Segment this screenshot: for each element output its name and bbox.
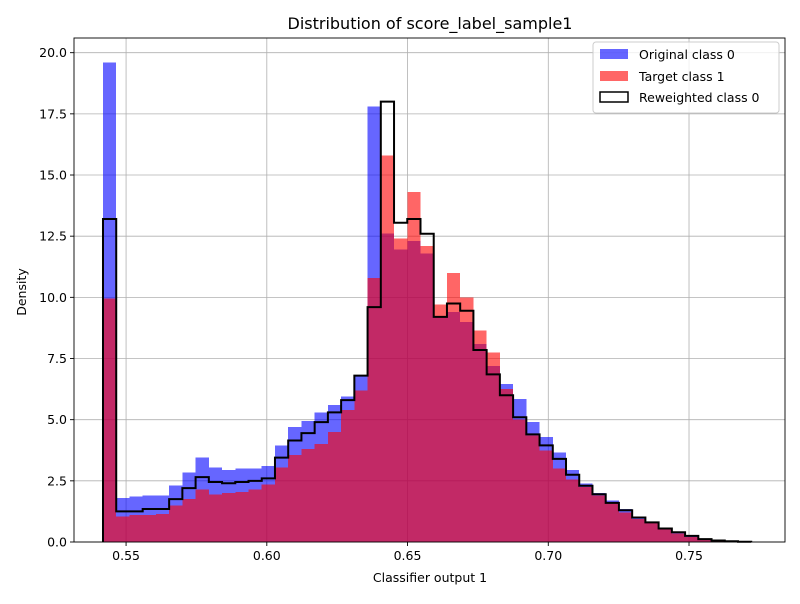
legend-swatch-original-class-0 — [600, 49, 628, 59]
y-tick-label: 15.0 — [39, 168, 67, 183]
bar-target-class-1 — [301, 449, 314, 542]
bar-target-class-1 — [579, 487, 592, 542]
bar-target-class-1 — [447, 273, 460, 542]
legend-label-original-class-0: Original class 0 — [639, 47, 735, 62]
bar-target-class-1 — [420, 246, 433, 542]
bar-target-class-1 — [672, 533, 685, 542]
x-tick-label: 0.60 — [253, 548, 281, 563]
bar-target-class-1 — [262, 485, 275, 542]
bar-target-class-1 — [645, 522, 658, 542]
bar-target-class-1 — [500, 389, 513, 542]
bar-target-class-1 — [341, 410, 354, 542]
legend-swatch-target-class-1 — [600, 71, 628, 81]
y-tick-label: 17.5 — [39, 106, 67, 121]
x-tick-label: 0.70 — [534, 548, 562, 563]
bar-target-class-1 — [103, 299, 116, 542]
bar-target-class-1 — [235, 492, 248, 542]
legend-label-target-class-1: Target class 1 — [638, 69, 725, 84]
bar-target-class-1 — [275, 467, 288, 542]
bar-target-class-1 — [328, 432, 341, 542]
y-tick-label: 0.0 — [47, 535, 67, 550]
bar-target-class-1 — [116, 516, 129, 542]
bar-target-class-1 — [182, 499, 195, 542]
bar-target-class-1 — [381, 155, 394, 542]
bar-target-class-1 — [566, 480, 579, 542]
chart-title: Distribution of score_label_sample1 — [288, 14, 573, 34]
bar-target-class-1 — [222, 493, 235, 542]
bar-target-class-1 — [632, 519, 645, 542]
y-tick-label: 5.0 — [47, 412, 67, 427]
y-axis-label: Density — [14, 268, 29, 316]
x-axis-label: Classifier output 1 — [373, 570, 487, 585]
bar-target-class-1 — [513, 420, 526, 542]
bar-target-class-1 — [659, 529, 672, 542]
bar-target-class-1 — [434, 305, 447, 542]
y-tick-label: 10.0 — [39, 290, 67, 305]
legend-label-reweighted-class-0: Reweighted class 0 — [639, 90, 760, 105]
bar-target-class-1 — [288, 455, 301, 542]
x-tick-label: 0.75 — [675, 548, 703, 563]
bar-target-class-1 — [487, 352, 500, 542]
y-tick-label: 12.5 — [39, 229, 67, 244]
bar-target-class-1 — [169, 505, 182, 542]
bar-target-class-1 — [592, 496, 605, 542]
bar-target-class-1 — [619, 513, 632, 542]
bar-target-class-1 — [685, 537, 698, 542]
bar-target-class-1 — [315, 444, 328, 542]
x-tick-label: 0.65 — [394, 548, 422, 563]
bar-target-class-1 — [354, 390, 367, 542]
bar-target-class-1 — [407, 192, 420, 542]
bar-target-class-1 — [156, 514, 169, 542]
bar-target-class-1 — [368, 278, 381, 542]
y-tick-label: 7.5 — [47, 351, 67, 366]
y-tick-label: 2.5 — [47, 473, 67, 488]
bar-target-class-1 — [143, 515, 156, 542]
bar-target-class-1 — [249, 489, 262, 542]
x-tick-label: 0.55 — [112, 548, 140, 563]
bar-target-class-1 — [196, 489, 209, 542]
bar-target-class-1 — [129, 515, 142, 542]
y-tick-label: 20.0 — [39, 45, 67, 60]
bar-target-class-1 — [473, 330, 486, 542]
bar-target-class-1 — [526, 436, 539, 542]
bar-target-class-1 — [606, 503, 619, 542]
bar-target-class-1 — [394, 239, 407, 542]
bar-target-class-1 — [553, 469, 566, 542]
bar-target-class-1 — [209, 494, 222, 542]
bar-target-class-1 — [540, 450, 553, 542]
bar-target-class-1 — [460, 297, 473, 542]
chart-legend: Original class 0 Target class 1 Reweight… — [593, 42, 779, 113]
